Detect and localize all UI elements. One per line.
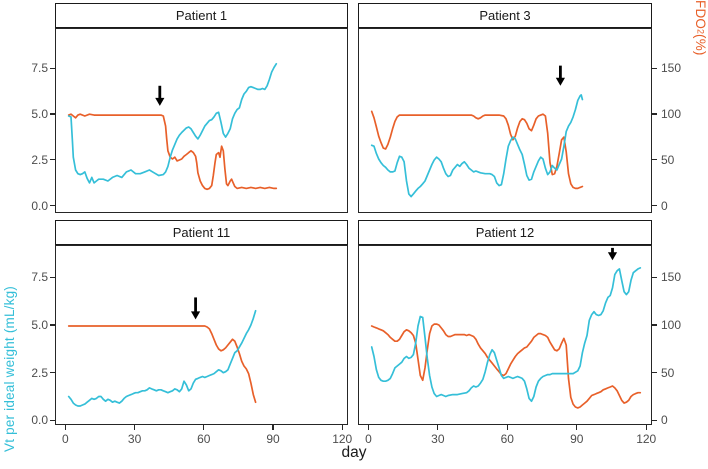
x-axis-tick xyxy=(576,425,578,430)
left-axis-tick-label: 7.5 xyxy=(31,270,48,285)
x-axis-tick xyxy=(64,425,66,430)
facet-panel xyxy=(55,28,348,213)
facet-title: Patient 3 xyxy=(479,8,531,23)
facet-panel xyxy=(358,28,652,213)
left-axis-tick xyxy=(50,67,55,69)
right-axis-tick-label: 0 xyxy=(661,198,668,213)
x-axis-tick xyxy=(341,425,343,430)
fdo2-line xyxy=(370,110,584,190)
annotation-arrow-head xyxy=(607,252,618,261)
facet-patient-3: Patient 3 xyxy=(358,3,652,213)
x-axis-label: day xyxy=(341,444,367,461)
x-axis-tick-label: 30 xyxy=(431,432,445,446)
left-axis-tick xyxy=(50,276,55,278)
x-axis-tick xyxy=(203,425,205,430)
left-axis-tick xyxy=(50,419,55,421)
x-axis-tick-label: 0 xyxy=(365,432,372,446)
right-axis-tick xyxy=(652,205,657,207)
right-axis-tick xyxy=(652,67,657,69)
x-axis-tick-label: 90 xyxy=(570,432,584,446)
left-axis-tick xyxy=(50,324,55,326)
right-axis-tick xyxy=(652,372,657,374)
facet-strip: Patient 1 xyxy=(55,3,348,28)
vt-line xyxy=(67,62,278,184)
left-axis-tick-label: 7.5 xyxy=(31,61,48,76)
facet-patient-11: Patient 11 xyxy=(55,220,348,425)
vt-line xyxy=(67,309,257,407)
facet-strip: Patient 3 xyxy=(358,3,652,28)
right-axis-tick-label: 150 xyxy=(661,61,682,76)
facet-strip: Patient 12 xyxy=(358,220,652,245)
x-axis-tick xyxy=(272,425,274,430)
x-axis-tick xyxy=(506,425,508,430)
fdo2-line xyxy=(67,325,257,404)
right-axis-tick-label: 0 xyxy=(661,413,668,428)
right-axis-tick xyxy=(652,276,657,278)
x-axis-tick xyxy=(645,425,647,430)
left-axis-tick xyxy=(50,205,55,207)
left-axis-tick-label: 5.0 xyxy=(31,107,48,122)
vt-line xyxy=(370,267,642,403)
right-axis-tick xyxy=(652,159,657,161)
facet-panel xyxy=(358,245,652,425)
right-axis-tick xyxy=(652,419,657,421)
facet-title: Patient 1 xyxy=(175,8,228,23)
left-y-axis-label: Vt per ideal weight (mL/kg) xyxy=(2,286,17,452)
fdo2-line xyxy=(67,113,278,191)
facet-panel xyxy=(55,245,348,425)
right-axis-tick-label: 50 xyxy=(661,152,675,167)
x-axis-tick xyxy=(367,425,369,430)
x-axis-tick-label: 90 xyxy=(266,432,280,446)
annotation-arrow-head xyxy=(155,97,165,106)
left-axis-tick-label: 2.5 xyxy=(31,365,48,380)
left-axis-tick-label: 0.0 xyxy=(31,413,48,428)
left-axis-tick-label: 5.0 xyxy=(31,318,48,332)
right-axis-tick-label: 100 xyxy=(661,318,682,332)
x-axis-tick-label: 120 xyxy=(332,432,353,446)
facet-patient-12: Patient 12 xyxy=(358,220,652,425)
left-axis-tick-label: 2.5 xyxy=(31,152,48,167)
annotation-arrow-head xyxy=(555,77,566,86)
right-axis-tick-label: 100 xyxy=(661,107,682,122)
x-axis-tick-label: 0 xyxy=(62,432,69,446)
facet-title: Patient 12 xyxy=(475,225,535,240)
right-y-axis-label: FDO 2 (%) xyxy=(693,0,708,56)
left-axis-tick xyxy=(50,159,55,161)
annotation-arrow-head xyxy=(190,311,201,320)
x-axis-tick xyxy=(133,425,136,430)
facet-patient-1: Patient 1 xyxy=(55,3,348,213)
x-axis-tick-label: 60 xyxy=(500,432,514,446)
fdo2-line xyxy=(370,323,642,409)
right-axis-tick xyxy=(652,324,657,326)
right-axis-tick-label: 150 xyxy=(661,270,682,285)
right-axis-tick-label: 50 xyxy=(661,365,675,380)
vt-line xyxy=(370,94,584,198)
left-axis-tick xyxy=(50,113,55,115)
right-axis-tick xyxy=(652,113,657,115)
left-axis-tick-label: 0.0 xyxy=(31,198,48,213)
x-axis-tick xyxy=(437,425,439,430)
left-axis-tick xyxy=(50,372,55,374)
x-axis-tick-label: 60 xyxy=(197,432,211,446)
x-axis-tick-label: 120 xyxy=(636,432,657,446)
facet-title: Patient 11 xyxy=(172,225,231,240)
x-axis-tick-label: 30 xyxy=(127,432,142,446)
facet-strip: Patient 11 xyxy=(55,220,348,245)
